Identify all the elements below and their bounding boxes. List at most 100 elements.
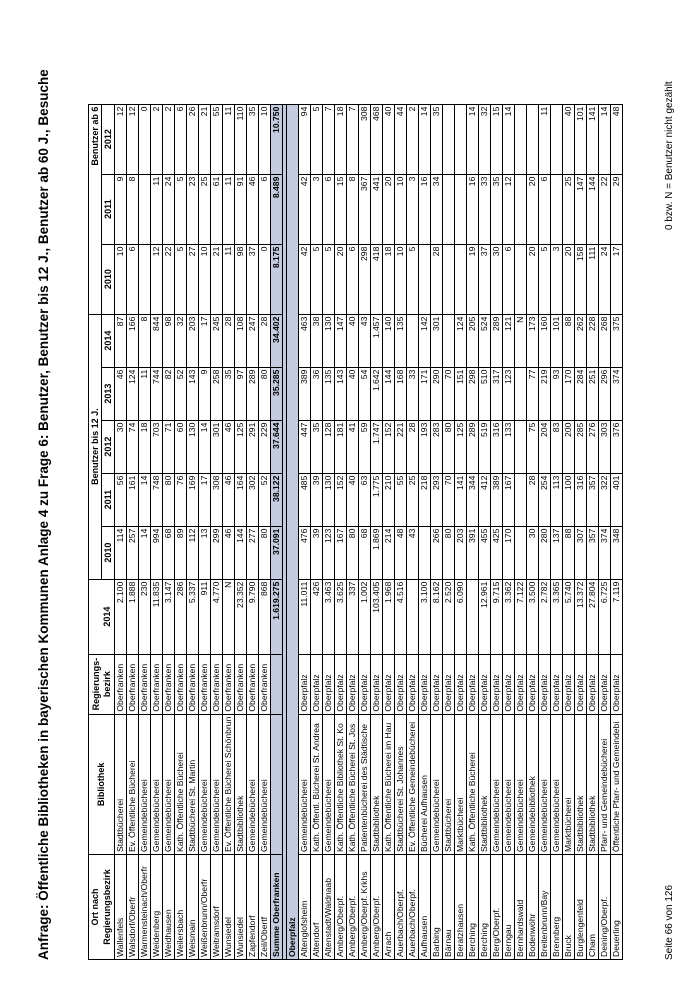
table-cell: 298	[466, 367, 479, 421]
table-cell: 289	[490, 314, 503, 368]
table-cell: 141	[454, 473, 467, 527]
table-cell: 80	[258, 526, 271, 580]
table-cell: Stadtbücherei	[114, 714, 127, 855]
table-cell: Wunsiedel	[222, 854, 235, 960]
table-cell: 203	[454, 526, 467, 580]
header-cell: 2014	[101, 579, 115, 655]
table-cell: 1.888	[126, 579, 139, 655]
table-cell: 245	[210, 314, 223, 368]
table-cell: Marktbücherei	[454, 714, 467, 855]
table-cell: Oberpfalz	[322, 654, 335, 715]
table-cell: Berching	[478, 854, 491, 960]
table-cell: 1.747	[370, 420, 383, 474]
table-cell: 5	[322, 244, 335, 315]
section-row: Oberpfalz	[286, 104, 299, 960]
table-cell: Arrach	[382, 854, 395, 960]
table-cell: 748	[150, 473, 163, 527]
table-cell: Bernhardswald	[514, 854, 527, 960]
table-cell: Oberpfalz	[298, 654, 311, 715]
table-cell: Öffentliche Pfarr- und Gemeindebi	[610, 714, 623, 855]
table-cell: 143	[334, 367, 347, 421]
table-cell: 15	[490, 104, 503, 175]
table-cell: 46	[222, 420, 235, 474]
table-cell: Oberfranken	[114, 654, 127, 715]
table-cell: 23	[186, 174, 199, 245]
table-cell: 10	[114, 244, 127, 315]
table-cell: 3	[550, 244, 563, 315]
table-cell: Oberpfalz	[562, 654, 575, 715]
table-cell: 13.372	[574, 579, 587, 655]
table-cell: 44	[394, 104, 407, 175]
table-cell: 98	[162, 314, 175, 368]
table-cell: 12	[502, 174, 515, 245]
table-cell: 11.011	[298, 579, 311, 655]
table-cell: 3.625	[334, 579, 347, 655]
table-cell: 412	[478, 473, 491, 527]
table-cell: 70	[442, 367, 455, 421]
table-cell: 43	[406, 526, 419, 580]
table-cell: 12.961	[478, 579, 491, 655]
table-row: Weilersbach Kath. Öffentliche Bücherei Obe…	[174, 104, 187, 960]
table-cell: 12	[114, 104, 127, 175]
table-cell: Barbing	[430, 854, 443, 960]
table-cell	[514, 104, 527, 175]
table-cell: Gemeindebücherei	[162, 714, 175, 855]
table-cell: Oberfranken	[138, 654, 151, 715]
table-cell: 6	[258, 174, 271, 245]
table-cell: 93	[550, 367, 563, 421]
table-row: Berngau Gemeindebücherei Oberpfalz 3.362 170…	[502, 104, 515, 960]
table-cell: 59	[358, 420, 371, 474]
table-cell: Gemeindebücherei	[258, 714, 271, 855]
table-cell: Oberpfalz	[466, 654, 479, 715]
table-cell: 5	[310, 244, 323, 315]
header-cell: 2013	[101, 367, 115, 421]
table-cell: 7.122	[514, 579, 527, 655]
table-cell: 298	[358, 244, 371, 315]
table-cell: Berngau	[502, 854, 515, 960]
table-cell: 68	[162, 526, 175, 580]
table-cell: Oberpfalz	[418, 654, 431, 715]
table-cell: 3.500	[526, 579, 539, 655]
table-cell: 130	[322, 473, 335, 527]
table-cell	[138, 244, 151, 315]
table-cell: 401	[610, 473, 623, 527]
table-cell: 75	[526, 420, 539, 474]
table-cell: Stadtbücherei	[442, 714, 455, 855]
table-cell: 258	[210, 367, 223, 421]
table-cell: 147	[334, 314, 347, 368]
table-cell: 277	[246, 526, 259, 580]
table-cell: 210	[382, 473, 395, 527]
section-cell: Oberpfalz	[286, 104, 299, 960]
table-cell	[514, 244, 527, 315]
table-cell: Kath. Öffentliche Bücherei	[466, 714, 479, 855]
table-cell: Gemeindebücherei	[322, 714, 335, 855]
table-cell: 137	[550, 526, 563, 580]
table-cell: 14	[138, 526, 151, 580]
table-cell: 39	[310, 526, 323, 580]
table-cell: 82	[162, 367, 175, 421]
header-cell: Benutzer ab 6	[88, 104, 102, 315]
table-cell: 744	[150, 367, 163, 421]
table-cell: Patientenbücherei des Städtische	[358, 714, 371, 855]
table-cell: Oberfranken	[126, 654, 139, 715]
table-cell: 367	[358, 174, 371, 245]
table-cell: 3.362	[502, 579, 515, 655]
table-cell: Gemeindebücherei	[538, 714, 551, 855]
table-cell: 167	[334, 526, 347, 580]
table-cell: 9.790	[246, 579, 259, 655]
table-cell: 200	[562, 420, 575, 474]
table-cell: 251	[586, 367, 599, 421]
table-cell: 193	[418, 420, 431, 474]
table-row: Weidenberg Gemeindebücherei Oberfranken 11.…	[150, 104, 163, 960]
table-cell: 46	[114, 367, 127, 421]
table-cell: 0	[258, 244, 271, 315]
table-cell: 389	[490, 473, 503, 527]
table-cell: 20	[562, 244, 575, 315]
table-cell: 40	[562, 104, 575, 175]
header-cell: Ort nach	[88, 854, 102, 960]
table-cell: 254	[538, 473, 551, 527]
table-cell: 5	[174, 174, 187, 245]
table-cell: 35	[310, 420, 323, 474]
table-cell: 10	[394, 174, 407, 245]
